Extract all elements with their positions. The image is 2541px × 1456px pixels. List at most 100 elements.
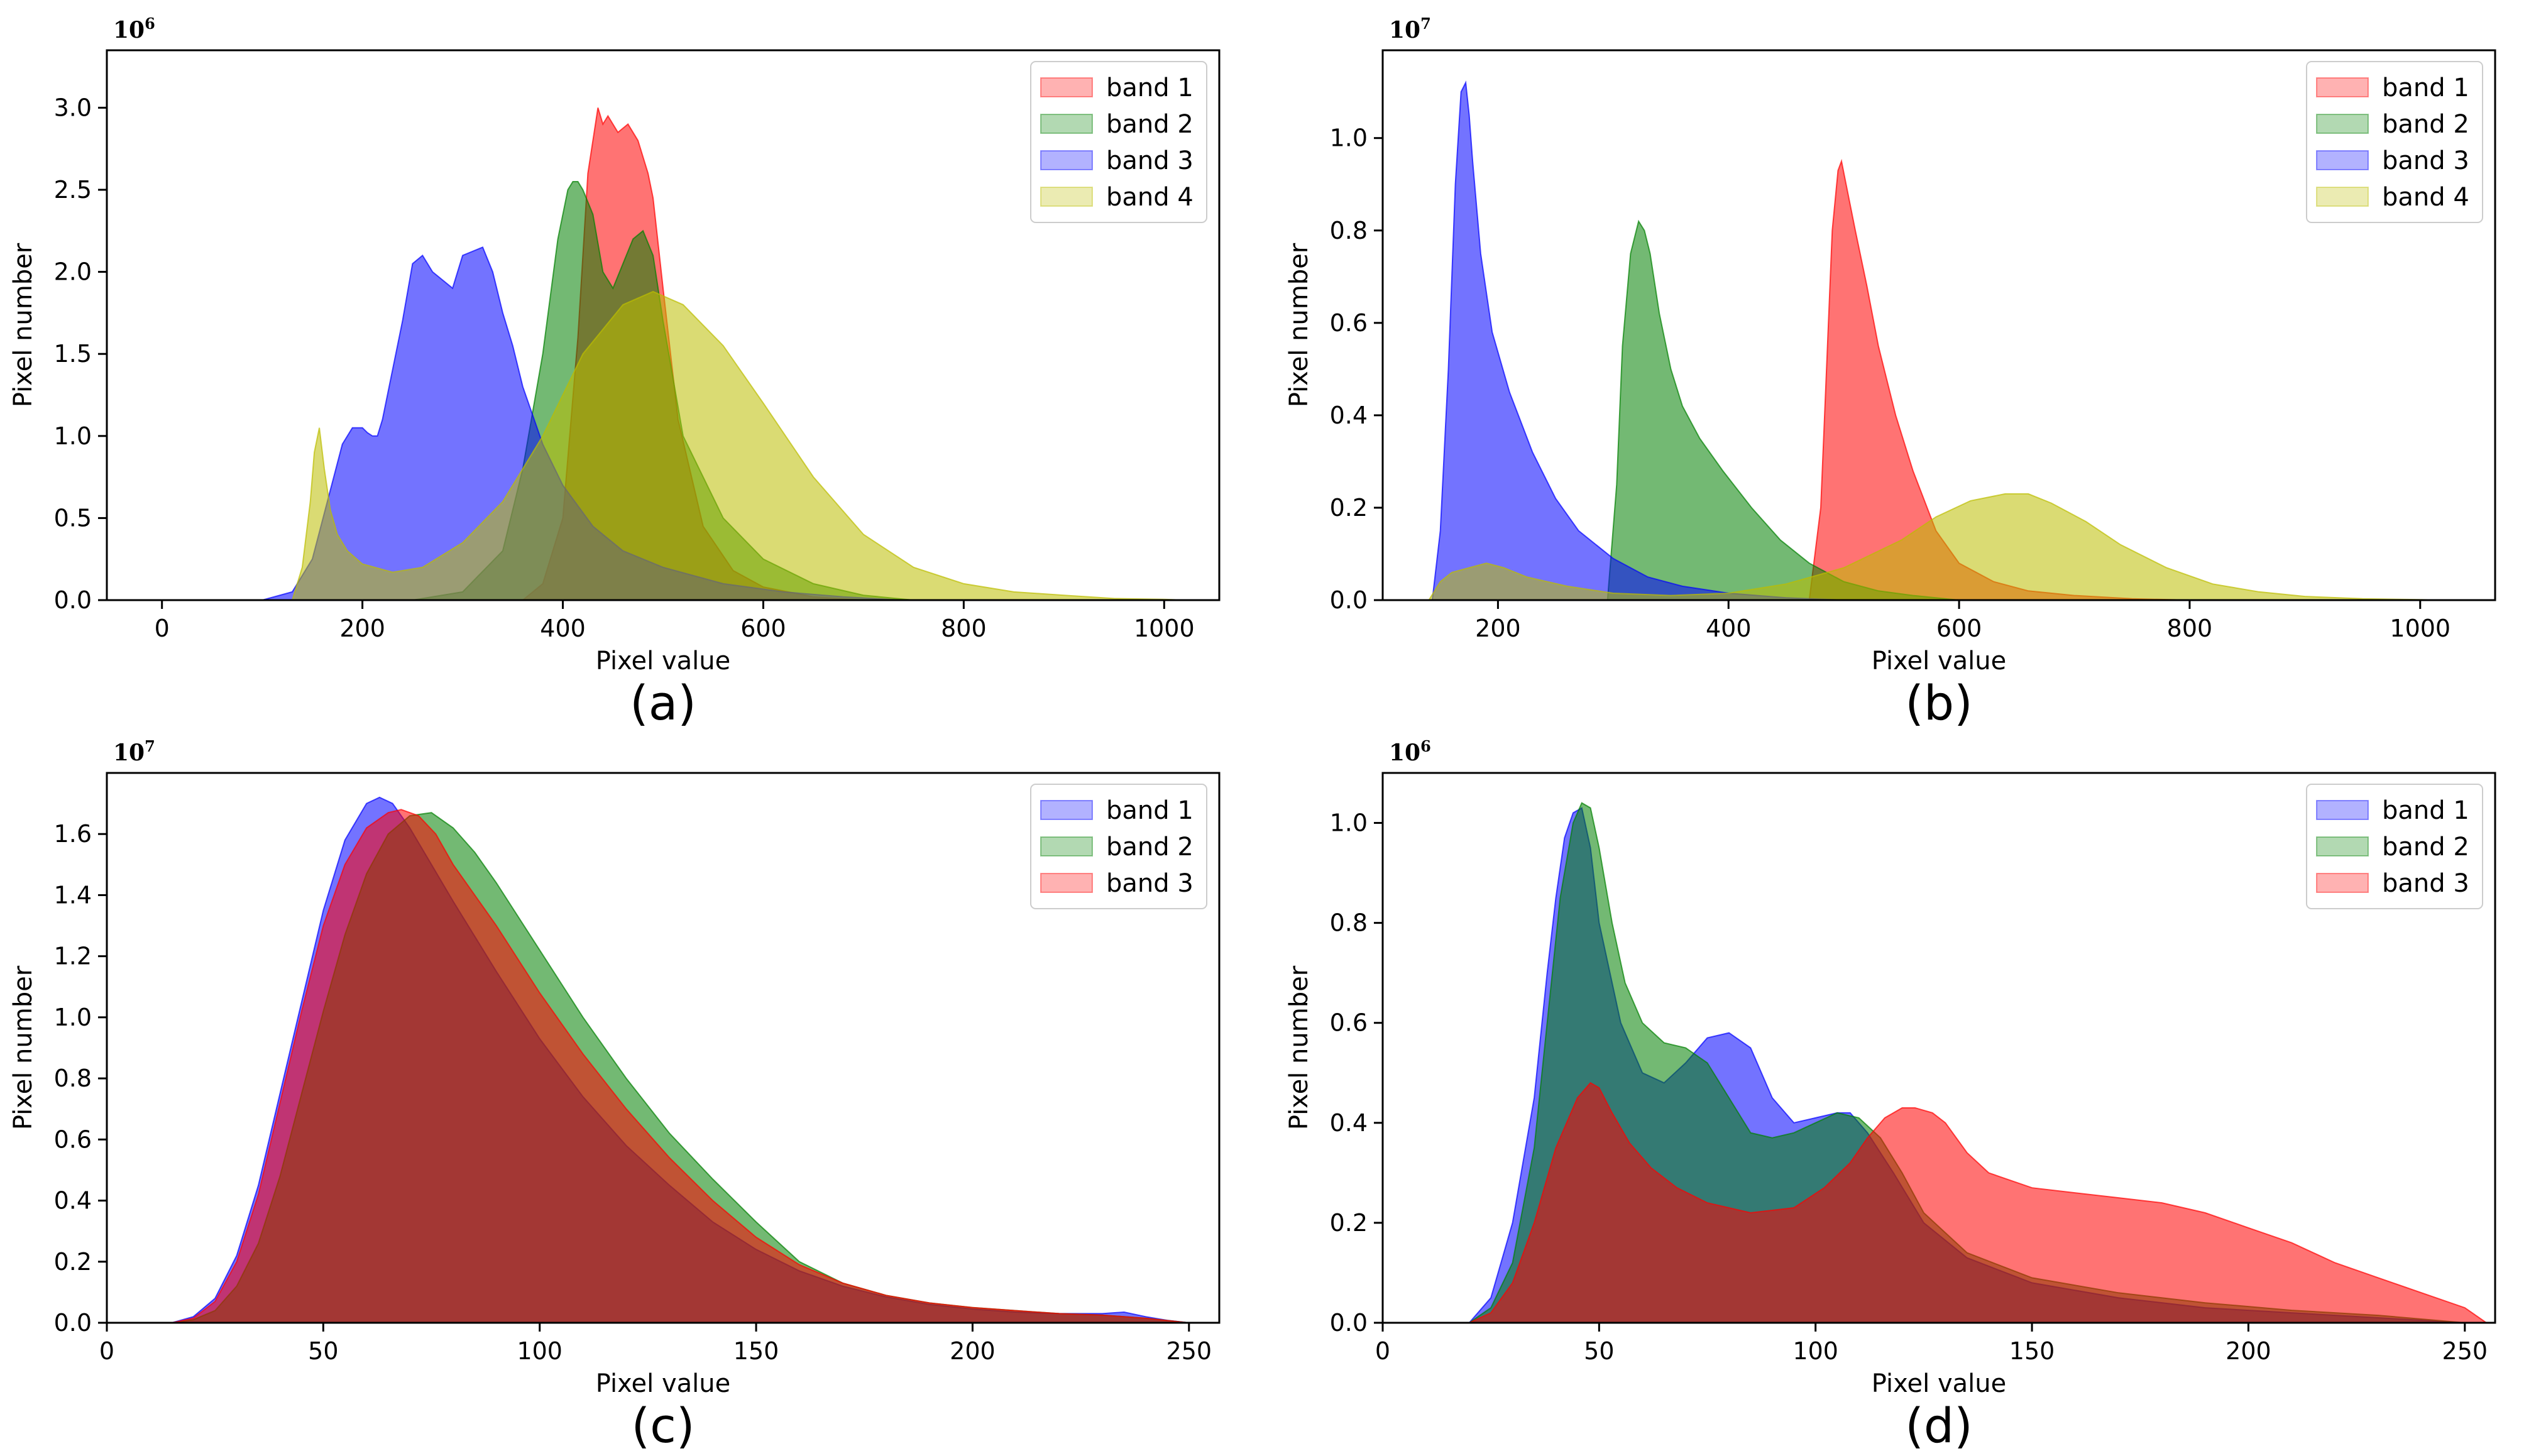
legend-swatch — [1040, 187, 1093, 207]
series-area-3 — [1431, 80, 1844, 601]
y-tick-label: 0.4 — [1330, 402, 1368, 429]
legend-label: band 1 — [1106, 74, 1194, 102]
legend-label: band 1 — [1106, 796, 1194, 825]
x-tick-label: 50 — [308, 1337, 338, 1365]
legend-swatch — [2316, 836, 2369, 857]
y-tick-label: 2.0 — [54, 258, 92, 286]
plot-frame — [1381, 49, 2496, 601]
x-tick-label: 150 — [733, 1337, 779, 1365]
y-tick-label: 0.6 — [1330, 309, 1368, 337]
x-tick-label: 800 — [2167, 615, 2213, 642]
series-area-4 — [1427, 493, 2444, 601]
y-scale-multiplier: 106 — [113, 14, 155, 43]
legend-label: band 2 — [2382, 110, 2469, 139]
x-tick-label: 150 — [2009, 1337, 2055, 1365]
x-axis-label: Pixel value — [1872, 647, 2007, 676]
legend-swatch — [2316, 187, 2369, 207]
x-tick-label: 400 — [1706, 615, 1752, 642]
legend-label: band 3 — [1106, 869, 1194, 898]
x-tick-label: 200 — [339, 615, 385, 642]
legend-swatch — [2316, 800, 2369, 820]
y-tick-label: 0.8 — [1330, 909, 1368, 937]
y-tick-label: 0.4 — [54, 1187, 92, 1215]
legend-swatch — [2316, 150, 2369, 170]
panel-caption: (d) — [1905, 1398, 1973, 1453]
legend-box — [2306, 784, 2483, 909]
y-tick-label: 0.8 — [54, 1065, 92, 1092]
histogram-chart-b: 200 400 600 800 1000 0.0 0.2 0.4 0.6 0.8 1.0 107 Pix… — [1285, 14, 2496, 731]
legend-swatch — [2316, 114, 2369, 134]
legend-label: band 2 — [1106, 833, 1194, 862]
panel-b: 200 400 600 800 1000 0.0 0.2 0.4 0.6 0.8 1.0 107 Pix… — [1276, 0, 2533, 731]
x-tick-label: 50 — [1584, 1337, 1614, 1365]
legend-label: band 4 — [2382, 183, 2469, 212]
y-tick-label: 1.6 — [54, 820, 92, 848]
legend-swatch — [1040, 800, 1093, 820]
legend-swatch — [1040, 150, 1093, 170]
x-tick-label: 800 — [941, 615, 987, 642]
legend: band 1 band 2 band 3 — [2306, 784, 2483, 909]
y-tick-label: 0.2 — [1330, 1209, 1368, 1237]
y-tick-label: 3.0 — [54, 94, 92, 121]
y-tick-label: 1.0 — [1330, 809, 1368, 837]
panel-d: 0 50 100 150 200 250 0.0 0.2 0.4 0.6 0.8 1.0 106 Pixe… — [1276, 723, 2533, 1453]
x-tick-label: 0 — [99, 1337, 114, 1365]
y-tick-label: 2.5 — [54, 176, 92, 204]
x-tick-label: 200 — [1475, 615, 1521, 642]
legend: band 1 band 2 band 3 band 4 — [1030, 61, 1207, 223]
x-tick-label: 250 — [1166, 1337, 1212, 1365]
legend-swatch — [1040, 873, 1093, 893]
y-tick-label: 0.2 — [1330, 494, 1368, 522]
histogram-chart-c: 0 50 100 150 200 250 0.0 0.2 0.4 0.6 0.8 1.0 1.2 1.4 1… — [9, 737, 1221, 1453]
histogram-chart-a: 0 200 400 600 800 1000 0.0 0.5 1.0 1.5 2.0 2.5 3.0 10… — [9, 14, 1221, 731]
series-group — [1467, 802, 2489, 1323]
legend: band 1 band 2 band 3 — [1030, 784, 1207, 909]
x-tick-label: 400 — [540, 615, 586, 642]
y-tick-label: 1.5 — [54, 340, 92, 368]
series-area-3 — [172, 809, 1189, 1323]
y-tick-label: 0.4 — [1330, 1109, 1368, 1137]
x-tick-label: 0 — [1375, 1337, 1390, 1365]
x-tick-label: 100 — [517, 1337, 563, 1365]
y-tick-label: 1.0 — [54, 422, 92, 450]
y-scale-multiplier: 107 — [1389, 14, 1431, 43]
plot-frame — [1381, 772, 2496, 1324]
y-tick-label: 0.6 — [1330, 1009, 1368, 1037]
legend-swatch — [1040, 836, 1093, 857]
plot-frame — [106, 49, 1221, 601]
x-tick-label: 100 — [1792, 1337, 1838, 1365]
legend-label: band 1 — [2382, 74, 2469, 102]
x-tick-label: 600 — [1936, 615, 1982, 642]
y-tick-label: 0.8 — [1330, 217, 1368, 244]
legend-swatch — [2316, 873, 2369, 893]
x-tick-label: 1000 — [2390, 615, 2450, 642]
legend-label: band 1 — [2382, 796, 2469, 825]
legend-label: band 2 — [2382, 833, 2469, 862]
series-group — [1427, 80, 2444, 601]
y-tick-label: 0.6 — [54, 1125, 92, 1153]
y-tick-label: 0.2 — [54, 1248, 92, 1276]
x-tick-label: 250 — [2442, 1337, 2488, 1365]
y-axis-label: Pixel number — [1285, 243, 1314, 407]
panel-a: 0 200 400 600 800 1000 0.0 0.5 1.0 1.5 2.0 2.5 3.0 10… — [0, 0, 1257, 731]
panel-caption: (c) — [631, 1398, 694, 1453]
y-tick-label: 1.0 — [54, 1004, 92, 1031]
y-tick-label: 1.0 — [1330, 124, 1368, 152]
plot-frame — [106, 772, 1221, 1324]
legend-swatch — [2316, 77, 2369, 97]
x-axis-label: Pixel value — [1872, 1369, 2007, 1398]
legend-label: band 2 — [1106, 110, 1194, 139]
y-axis-label: Pixel number — [1285, 965, 1314, 1130]
series-area-4 — [291, 290, 1185, 601]
y-tick-label: 1.4 — [54, 881, 92, 909]
legend-box — [1030, 61, 1207, 223]
y-tick-label: 0.0 — [1330, 586, 1368, 614]
legend-label: band 3 — [1106, 146, 1194, 175]
x-tick-label: 200 — [2225, 1337, 2271, 1365]
y-axis-label: Pixel number — [9, 243, 38, 407]
histogram-chart-d: 0 50 100 150 200 250 0.0 0.2 0.4 0.6 0.8 1.0 106 Pixe… — [1285, 737, 2496, 1453]
panel-c: 0 50 100 150 200 250 0.0 0.2 0.4 0.6 0.8 1.0 1.2 1.4 1… — [0, 723, 1257, 1453]
x-tick-label: 0 — [155, 615, 170, 642]
series-group — [172, 796, 1189, 1323]
y-tick-label: 0.0 — [1330, 1309, 1368, 1337]
